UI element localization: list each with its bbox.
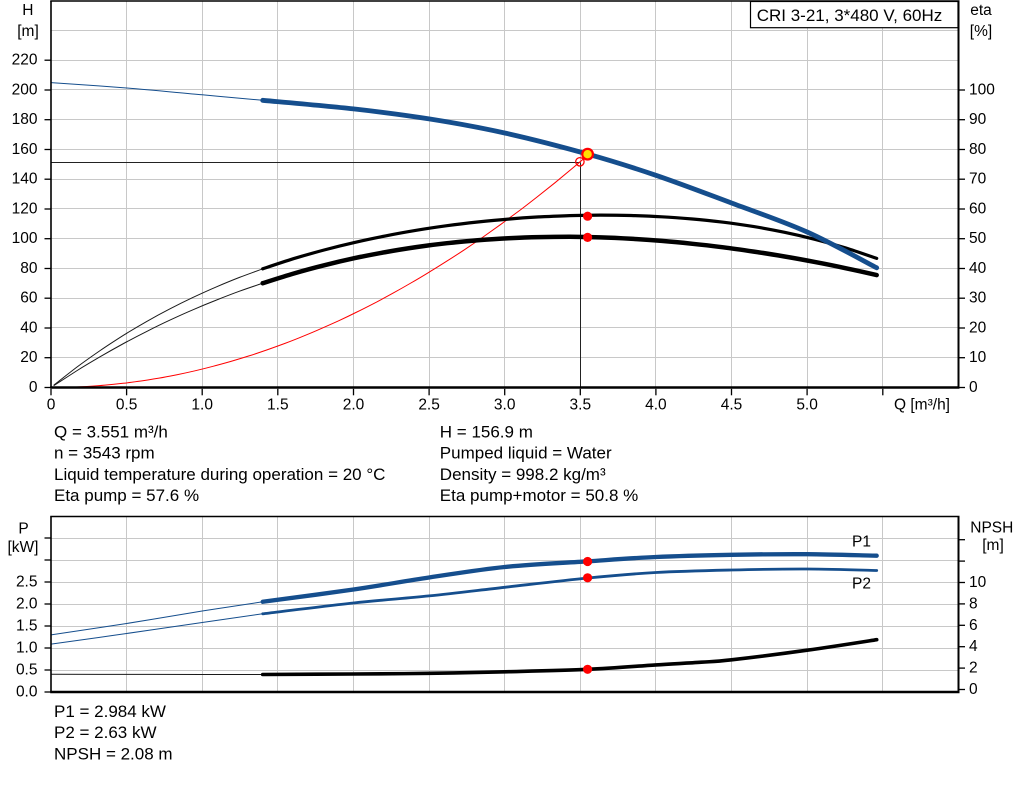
svg-text:60: 60 [20,290,38,307]
svg-text:30: 30 [969,290,987,307]
svg-text:2.5: 2.5 [418,396,440,413]
svg-text:0.5: 0.5 [116,396,138,413]
svg-text:90: 90 [969,111,987,128]
svg-text:0.5: 0.5 [16,662,38,679]
svg-text:10: 10 [969,349,987,366]
svg-text:70: 70 [969,171,987,188]
svg-text:0: 0 [29,379,38,396]
svg-text:3.0: 3.0 [494,396,516,413]
svg-text:80: 80 [969,141,987,158]
svg-text:P2: P2 [852,576,871,593]
svg-text:P: P [18,521,28,538]
svg-text:0.0: 0.0 [16,684,38,701]
svg-text:1.5: 1.5 [16,618,38,635]
svg-text:140: 140 [12,171,38,188]
svg-text:4: 4 [969,638,978,655]
svg-text:NPSH: NPSH [970,520,1013,537]
svg-text:Pumped liquid = Water: Pumped liquid = Water [440,444,612,463]
svg-text:200: 200 [12,82,38,99]
svg-text:20: 20 [20,349,38,366]
svg-text:60: 60 [969,201,987,218]
svg-text:2: 2 [969,660,978,677]
svg-text:8: 8 [969,595,978,612]
svg-text:Eta pump = 57.6 %: Eta pump = 57.6 % [54,486,199,505]
svg-text:[m]: [m] [17,23,39,40]
svg-text:1.5: 1.5 [267,396,289,413]
svg-text:2.5: 2.5 [16,574,38,591]
svg-text:eta: eta [970,2,992,19]
svg-text:H = 156.9 m: H = 156.9 m [440,422,533,441]
svg-text:P2 = 2.63 kW: P2 = 2.63 kW [54,723,157,742]
svg-text:NPSH = 2.08 m: NPSH = 2.08 m [54,745,173,764]
svg-text:1.0: 1.0 [16,640,38,657]
svg-text:2.0: 2.0 [16,596,38,613]
svg-text:180: 180 [12,111,38,128]
svg-text:H: H [22,2,33,19]
svg-text:5.0: 5.0 [796,396,818,413]
svg-text:160: 160 [12,141,38,158]
svg-text:6: 6 [969,617,978,634]
svg-text:80: 80 [20,260,38,277]
svg-text:120: 120 [12,201,38,218]
svg-text:40: 40 [969,260,987,277]
svg-text:10: 10 [969,574,987,591]
svg-text:1.0: 1.0 [191,396,213,413]
svg-text:0: 0 [47,396,56,413]
svg-text:50: 50 [969,230,987,247]
svg-text:Density = 998.2 kg/m³: Density = 998.2 kg/m³ [440,465,606,484]
svg-text:2.0: 2.0 [343,396,365,413]
svg-text:4.0: 4.0 [645,396,667,413]
svg-text:[kW]: [kW] [8,539,39,556]
svg-text:0: 0 [969,681,978,698]
svg-text:Liquid temperature during oper: Liquid temperature during operation = 20… [54,465,385,484]
svg-text:100: 100 [969,82,995,99]
svg-text:P1: P1 [852,534,871,551]
svg-text:Q [m³/h]: Q [m³/h] [894,396,950,413]
svg-text:4.5: 4.5 [721,396,743,413]
svg-text:CRI 3-21, 3*480 V, 60Hz: CRI 3-21, 3*480 V, 60Hz [757,6,943,25]
svg-text:Q = 3.551 m³/h: Q = 3.551 m³/h [54,422,168,441]
svg-text:40: 40 [20,320,38,337]
svg-text:[m]: [m] [982,537,1004,554]
svg-text:0: 0 [969,379,978,396]
svg-text:100: 100 [12,230,38,247]
svg-text:Eta pump+motor = 50.8 %: Eta pump+motor = 50.8 % [440,486,638,505]
svg-text:3.5: 3.5 [570,396,592,413]
svg-text:[%]: [%] [970,23,992,40]
svg-text:n = 3543 rpm: n = 3543 rpm [54,444,155,463]
svg-text:P1 = 2.984 kW: P1 = 2.984 kW [54,702,166,721]
svg-text:20: 20 [969,320,987,337]
svg-text:220: 220 [12,52,38,69]
